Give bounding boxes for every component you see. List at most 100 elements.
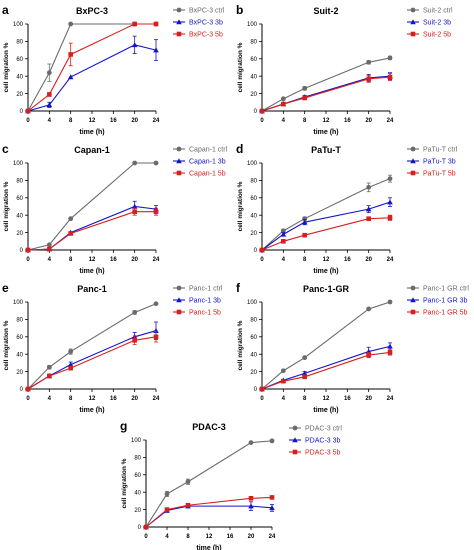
series-line (261, 301, 391, 390)
data-point (68, 349, 74, 354)
x-tick-label: 8 (69, 257, 73, 263)
data-point (269, 505, 275, 511)
data-point (302, 355, 308, 361)
data-point (259, 108, 265, 114)
y-tick-label: 40 (16, 74, 23, 80)
chart-panel-a: a BxPC-3 0 20 40 60 80 100 0 4 8 12 16 20 24 time (h) ce… (2, 3, 225, 136)
y-tick-label: 80 (16, 318, 23, 324)
series-5b (25, 21, 159, 114)
y-tick-label: 0 (138, 525, 142, 531)
y-tick-label: 20 (16, 231, 23, 237)
y-tick-label: 40 (16, 352, 23, 358)
x-tick-label: 12 (206, 534, 213, 540)
chart-title: Suit-2 (313, 6, 338, 16)
series-ctrl (259, 174, 393, 253)
y-axis-label: cell migration % (3, 320, 10, 370)
chart-title: Capan-1 (74, 145, 110, 155)
x-tick-label: 12 (89, 396, 96, 402)
series-5b (259, 349, 393, 392)
y-tick-label: 60 (16, 335, 23, 341)
chart-title: BxPC-3 (76, 6, 108, 16)
x-tick-label: 24 (387, 396, 394, 402)
x-tick-label: 4 (48, 396, 52, 402)
legend-label: BxPC-3 5b (189, 32, 223, 39)
legend-label: PaTu-T ctrl (423, 147, 458, 154)
data-point (280, 368, 286, 374)
panel-letter: g (120, 419, 127, 433)
data-point (387, 299, 393, 305)
data-point (302, 374, 307, 380)
x-tick-label: 16 (344, 396, 351, 402)
data-point (132, 310, 138, 315)
data-point (164, 507, 170, 512)
legend-label: PDAC-3 5b (305, 450, 341, 457)
data-point (281, 378, 286, 384)
chart-panel-e: e Panc-1 0 20 40 60 80 100 0 4 8 12 16 20 24 time (h) ce… (2, 281, 223, 414)
data-point (248, 495, 254, 501)
x-tick-label: 20 (248, 534, 255, 540)
y-tick-label: 100 (247, 300, 258, 306)
x-tick-label: 4 (165, 534, 169, 540)
legend-label: Capan-1 ctrl (189, 147, 228, 154)
chart-title: Panc-1-GR (303, 284, 350, 294)
legend-marker (410, 170, 416, 176)
series-line (27, 44, 157, 112)
x-tick-label: 24 (153, 257, 160, 263)
x-tick-label: 20 (131, 118, 138, 124)
data-point (68, 365, 73, 371)
data-point (248, 440, 254, 446)
y-tick-label: 20 (250, 231, 257, 237)
data-point (302, 95, 307, 101)
x-tick-label: 16 (110, 118, 117, 124)
x-tick-label: 12 (323, 396, 330, 402)
x-tick-label: 12 (323, 257, 330, 263)
series-line (261, 217, 391, 251)
y-tick-label: 60 (16, 196, 23, 202)
y-tick-label: 0 (254, 248, 258, 254)
data-point (46, 242, 52, 248)
x-tick-label: 24 (269, 534, 276, 540)
x-axis-label: time (h) (79, 268, 104, 275)
legend-marker (410, 297, 416, 303)
data-point (281, 101, 286, 107)
data-point (67, 74, 74, 80)
data-point (280, 231, 287, 237)
data-point (366, 216, 371, 221)
series-line (27, 23, 156, 112)
panel-letter: a (2, 3, 9, 17)
data-point (366, 306, 372, 312)
legend-label: PDAC-3 3b (305, 438, 341, 445)
x-tick-label: 24 (387, 118, 394, 124)
chart-title: PaTu-T (311, 145, 341, 155)
data-point (302, 85, 308, 91)
data-point (301, 219, 308, 225)
data-point (68, 216, 74, 222)
legend-marker (410, 309, 416, 315)
legend-label: BxPC-3 ctrl (189, 8, 225, 15)
series-ctrl (259, 299, 393, 392)
chart-panel-g: g PDAC-3 0 20 40 60 80 100 0 4 8 12 16 20 24 time (h) ce… (120, 419, 342, 550)
x-tick-label: 0 (260, 257, 264, 263)
legend-marker (176, 158, 182, 164)
data-point (387, 176, 393, 182)
data-point (153, 334, 159, 340)
y-tick-label: 0 (20, 387, 24, 393)
legend-marker (176, 170, 182, 176)
data-point (47, 246, 52, 252)
series-ctrl (25, 160, 159, 253)
y-tick-label: 40 (250, 213, 257, 219)
chart-panel-b: b Suit-2 0 20 40 60 80 100 0 4 8 12 16 20 24 time (h) ce… (236, 3, 453, 136)
y-tick-label: 20 (16, 92, 23, 98)
legend-label: Suit-2 ctrl (423, 8, 453, 15)
x-tick-label: 16 (344, 257, 351, 263)
x-axis-label: time (h) (313, 268, 338, 275)
x-tick-label: 0 (260, 118, 264, 124)
y-tick-label: 60 (134, 473, 141, 479)
legend-marker (410, 31, 416, 37)
data-point (280, 228, 286, 234)
x-tick-label: 16 (110, 396, 117, 402)
legend-label: PaTu-T 3b (423, 159, 456, 166)
data-point (131, 42, 138, 48)
y-tick-label: 20 (134, 508, 141, 514)
x-tick-label: 0 (26, 118, 30, 124)
